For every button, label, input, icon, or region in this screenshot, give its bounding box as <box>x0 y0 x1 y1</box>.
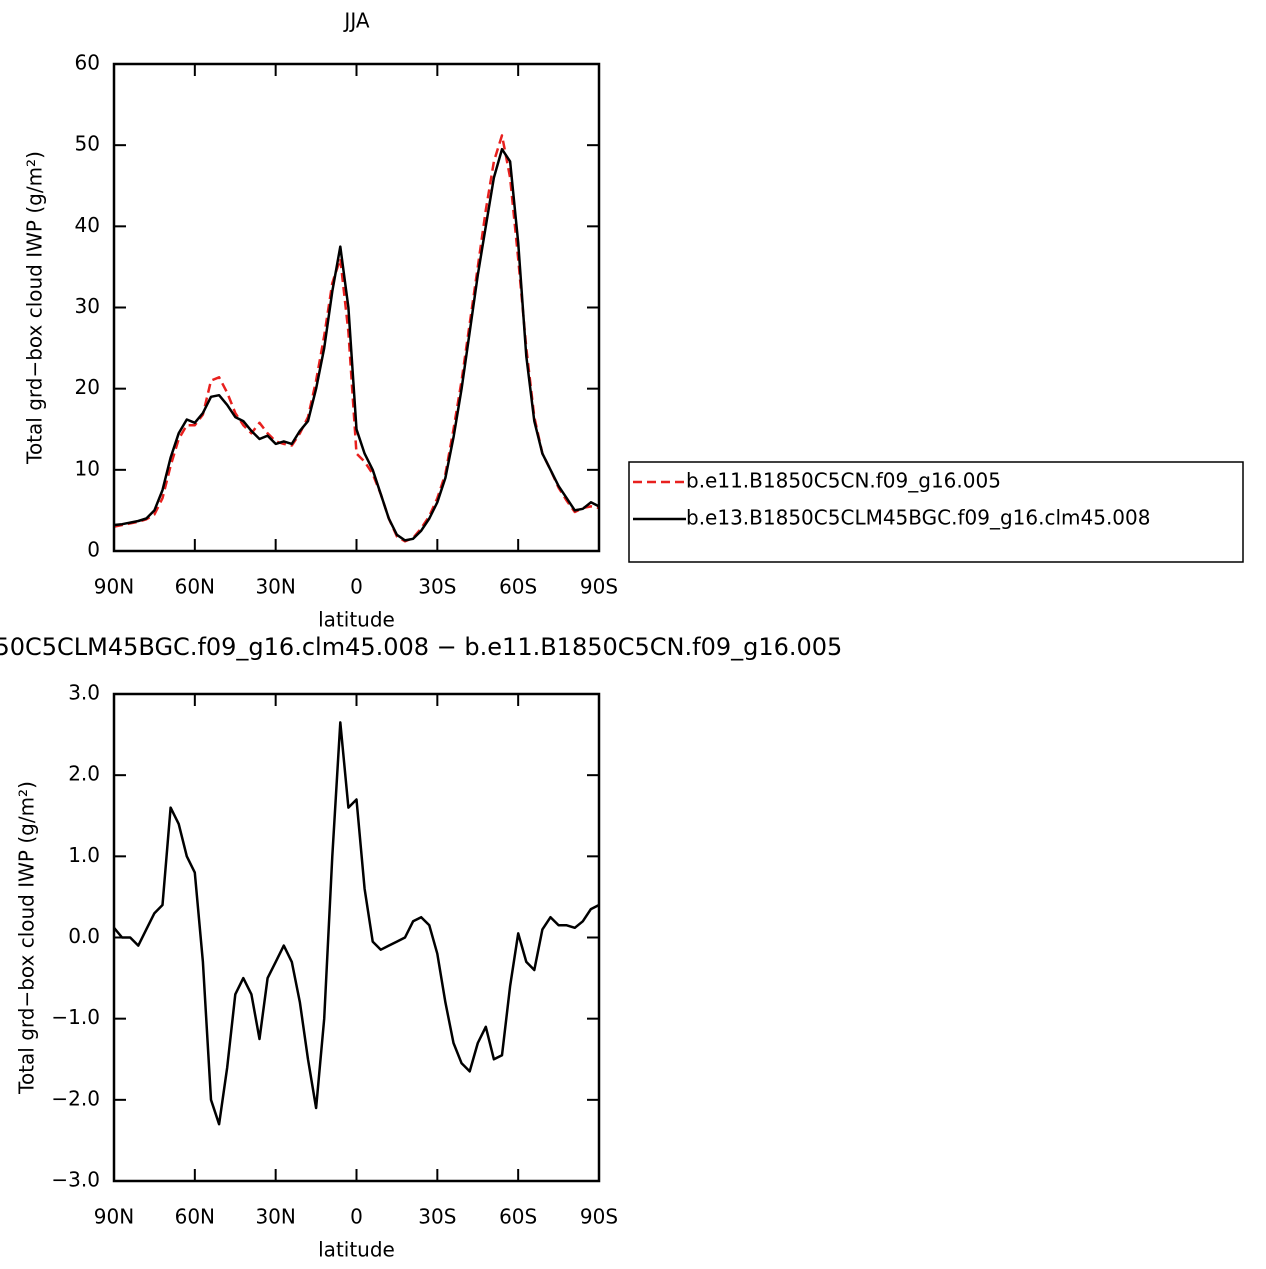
y-tick-label: −1.0 <box>51 1005 100 1029</box>
chart-title: JJA <box>342 9 369 33</box>
y-axis-label: Total grd−box cloud IWP (g/m²) <box>15 781 39 1095</box>
x-tick-label: 90N <box>94 1205 134 1229</box>
y-tick-label: −3.0 <box>51 1168 100 1192</box>
y-tick-label: 40 <box>75 213 100 237</box>
x-tick-label: 0 <box>350 1205 363 1229</box>
x-tick-label: 60N <box>175 575 215 599</box>
x-tick-label: 90S <box>580 575 618 599</box>
x-tick-label: 30N <box>255 1205 295 1229</box>
x-tick-label: 60S <box>499 575 537 599</box>
y-tick-label: 50 <box>75 132 100 156</box>
legend-label: b.e11.B1850C5CN.f09_g16.005 <box>686 469 1001 493</box>
plot-frame <box>112 62 601 553</box>
y-tick-label: −2.0 <box>51 1086 100 1110</box>
y-tick-label: 60 <box>75 51 100 75</box>
x-axis-label: latitude <box>318 1238 395 1262</box>
chart-title: b.e13.B1850C5CLM45BGC.f09_g16.clm45.008 … <box>0 633 842 661</box>
y-tick-label: 20 <box>75 375 100 399</box>
legend-box <box>628 461 1244 563</box>
x-axis-label: latitude <box>318 608 395 632</box>
y-axis-label: Total grd−box cloud IWP (g/m²) <box>23 151 47 465</box>
y-tick-label: 3.0 <box>68 681 100 705</box>
x-tick-label: 60N <box>175 1205 215 1229</box>
x-tick-label: 30S <box>418 1205 456 1229</box>
x-tick-label: 0 <box>350 575 363 599</box>
y-tick-label: 0 <box>87 538 100 562</box>
x-tick-label: 60S <box>499 1205 537 1229</box>
x-tick-label: 30S <box>418 575 456 599</box>
x-tick-label: 90S <box>580 1205 618 1229</box>
y-tick-label: 30 <box>75 294 100 318</box>
y-tick-label: 10 <box>75 456 100 480</box>
y-tick-label: 1.0 <box>68 843 100 867</box>
y-tick-label: 2.0 <box>68 762 100 786</box>
data-line <box>113 721 600 1126</box>
legend-label: b.e13.B1850C5CLM45BGC.f09_g16.clm45.008 <box>686 506 1150 530</box>
data-line <box>113 147 600 542</box>
x-tick-label: 30N <box>255 575 295 599</box>
x-tick-label: 90N <box>94 575 134 599</box>
plot-frame <box>112 692 601 1183</box>
y-tick-label: 0.0 <box>68 924 100 948</box>
